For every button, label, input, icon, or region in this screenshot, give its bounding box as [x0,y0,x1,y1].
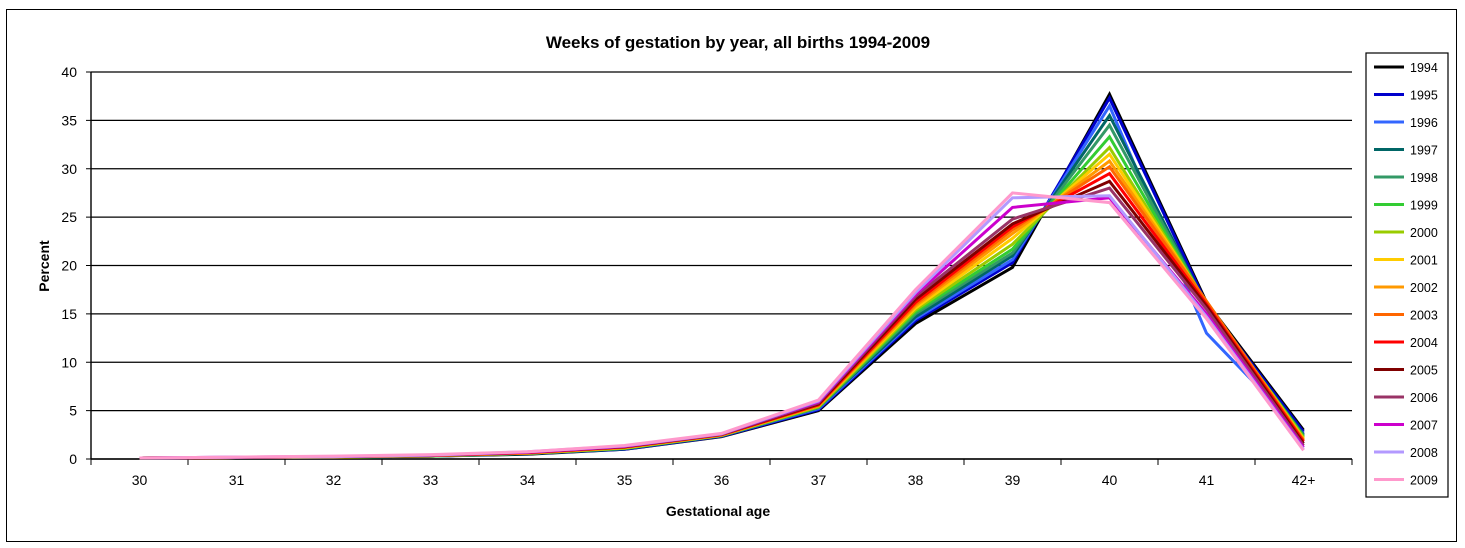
legend-label: 2005 [1410,364,1438,378]
x-tick-label: 39 [1005,472,1021,488]
y-tick-label: 20 [61,258,77,274]
legend-label: 2002 [1410,281,1438,295]
x-tick-label: 41 [1199,472,1215,488]
y-tick-label: 15 [61,306,77,322]
chart-title: Weeks of gestation by year, all births 1… [546,33,930,52]
y-tick-label: 30 [61,161,77,177]
legend-label: 1997 [1410,144,1438,158]
y-axis-title: Percent [36,240,52,292]
legend-label: 2007 [1410,419,1438,433]
legend-label: 1996 [1410,116,1438,130]
x-tick-label: 33 [423,472,439,488]
chart-frame [6,9,1457,542]
x-tick-label: 40 [1102,472,1118,488]
series-line-1997 [139,112,1305,460]
series-line-2008 [139,194,1305,460]
legend-label: 1994 [1410,61,1438,75]
legend-label: 1999 [1410,199,1438,213]
series-line-2007 [139,196,1305,460]
x-tick-label: 32 [326,472,342,488]
series-line-2004 [139,171,1305,460]
y-tick-label: 0 [69,451,77,467]
y-tick-label: 5 [69,403,77,419]
x-tick-label: 35 [617,472,633,488]
legend-label: 2003 [1410,309,1438,323]
x-tick-label: 37 [811,472,827,488]
x-tick-label: 38 [908,472,924,488]
y-tick-label: 35 [61,112,77,128]
y-tick-label: 25 [61,209,77,225]
series-line-2009 [139,191,1305,460]
y-tick-label: 40 [61,64,77,80]
legend-label: 1995 [1410,89,1438,103]
legend-label: 2004 [1410,336,1438,350]
legend-label: 2009 [1410,474,1438,488]
x-tick-label: 30 [132,472,148,488]
series-line-1998 [139,122,1305,460]
x-tick-label: 36 [714,472,730,488]
legend-label: 2006 [1410,391,1438,405]
x-axis-title: Gestational age [666,503,770,519]
legend-label: 2001 [1410,254,1438,268]
x-tick-label: 34 [520,472,536,488]
series-line-2006 [139,186,1305,460]
legend-label: 2008 [1410,446,1438,460]
x-tick-label: 31 [229,472,245,488]
x-tick-label: 42+ [1292,472,1316,488]
y-tick-label: 10 [61,354,77,370]
legend-label: 1998 [1410,171,1438,185]
legend-label: 2000 [1410,226,1438,240]
